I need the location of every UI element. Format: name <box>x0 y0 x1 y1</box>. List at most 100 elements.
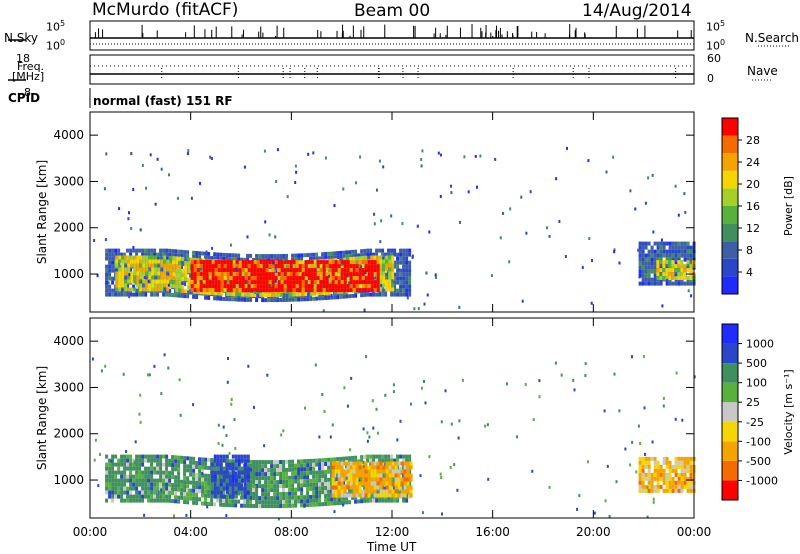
heatmap-cell <box>402 454 406 459</box>
heatmap-cell <box>267 504 271 509</box>
heatmap-cell <box>142 255 146 260</box>
heatmap-cell <box>318 498 322 503</box>
heatmap-cell <box>162 498 166 503</box>
heatmap-cell <box>123 292 127 297</box>
heatmap-cell <box>409 477 413 482</box>
heatmap-cell <box>295 264 299 269</box>
heatmap-cell <box>159 466 163 471</box>
heatmap-cell <box>240 494 244 499</box>
heatmap-cell <box>361 469 365 474</box>
heatmap-cell <box>665 253 669 258</box>
heatmap-cell <box>379 477 383 482</box>
heatmap-cell <box>244 268 248 273</box>
heatmap-cell <box>291 499 295 504</box>
heatmap-cell <box>638 249 642 254</box>
heatmap-cell <box>139 255 143 260</box>
heatmap-cell <box>153 486 157 491</box>
heatmap-cell <box>641 464 645 469</box>
heatmap-cell <box>289 292 293 297</box>
heatmap-cell <box>150 454 154 459</box>
heatmap-cell <box>324 478 328 482</box>
heatmap-cell <box>165 482 169 487</box>
freq-strip-frame <box>89 54 695 85</box>
heatmap-cell <box>303 499 307 504</box>
heatmap-cell <box>325 284 329 289</box>
heatmap-cell <box>408 260 412 265</box>
heatmap-cell <box>105 276 109 281</box>
heatmap-cell <box>301 284 305 289</box>
heatmap-cell <box>638 241 642 246</box>
heatmap-cell <box>406 473 410 478</box>
heatmap-cell <box>345 500 349 505</box>
heatmap-cell <box>180 487 184 492</box>
heatmap-speck <box>390 214 393 218</box>
heatmap-cell <box>312 252 316 257</box>
heatmap-cell <box>187 277 191 282</box>
heatmap-speck <box>687 289 690 293</box>
heatmap-cell <box>343 257 347 262</box>
heatmap-cell <box>297 499 301 504</box>
heatmap-cell <box>270 468 274 473</box>
heatmap-cell <box>396 292 400 297</box>
heatmap-cell <box>361 280 365 285</box>
heatmap-cell <box>370 461 374 466</box>
heatmap-cell <box>168 292 172 297</box>
heatmap-cell <box>178 284 182 289</box>
heatmap-cell <box>388 287 392 292</box>
heatmap-cell <box>307 268 311 273</box>
heatmap-cell <box>222 498 226 503</box>
heatmap-cell <box>339 496 343 501</box>
heatmap-cell <box>354 499 358 504</box>
heatmap-cell <box>160 283 164 288</box>
heatmap-cell <box>129 478 133 483</box>
heatmap-cell <box>271 268 275 273</box>
heatmap-cell <box>111 466 115 471</box>
heatmap-cell <box>331 260 335 265</box>
heatmap-cell <box>159 482 163 487</box>
heatmap-cell <box>641 269 645 274</box>
heatmap-cell <box>237 486 241 491</box>
heatmap-cell <box>201 465 205 470</box>
heatmap-cell <box>132 486 136 491</box>
heatmap-cell <box>367 485 371 490</box>
heatmap-cell <box>408 284 412 289</box>
heatmap-cell <box>121 283 125 288</box>
heatmap-cell <box>111 268 115 273</box>
heatmap-cell <box>232 280 236 285</box>
heatmap-cell <box>393 498 397 503</box>
heatmap-cell <box>256 284 260 289</box>
heatmap-cell <box>192 480 196 485</box>
heatmap-cell <box>237 466 241 471</box>
heatmap-cell <box>650 257 654 262</box>
heatmap-cell <box>330 295 334 300</box>
heatmap-speck <box>631 355 633 359</box>
heatmap-cell <box>334 270 338 275</box>
heatmap-cell <box>674 264 678 269</box>
heatmap-cell <box>162 292 166 297</box>
heatmap-cell <box>674 253 678 258</box>
heatmap-cell <box>381 252 385 257</box>
heatmap-cell <box>114 486 118 491</box>
heatmap-cell <box>641 456 645 461</box>
heatmap-cell <box>358 493 362 498</box>
heatmap-cell <box>364 276 368 281</box>
heatmap-cell <box>330 457 334 462</box>
heatmap-cell <box>330 255 334 260</box>
heatmap-cell <box>249 475 253 480</box>
heatmap-cell <box>187 285 191 290</box>
heatmap-cell <box>142 287 146 292</box>
heatmap-speck <box>148 373 151 377</box>
heatmap-cell <box>111 264 115 269</box>
heatmap-cell <box>223 264 227 269</box>
heatmap-cell <box>300 483 304 488</box>
heatmap-cell <box>318 490 322 495</box>
heatmap-cell <box>656 480 660 485</box>
heatmap-cell <box>129 470 133 475</box>
heatmap-cell <box>232 288 236 293</box>
heatmap-speck <box>349 448 352 452</box>
heatmap-cell <box>318 296 322 301</box>
heatmap-cell <box>402 268 406 273</box>
heatmap-cell <box>132 284 136 289</box>
heatmap-cell <box>117 462 121 467</box>
heatmap-cell <box>349 469 353 474</box>
